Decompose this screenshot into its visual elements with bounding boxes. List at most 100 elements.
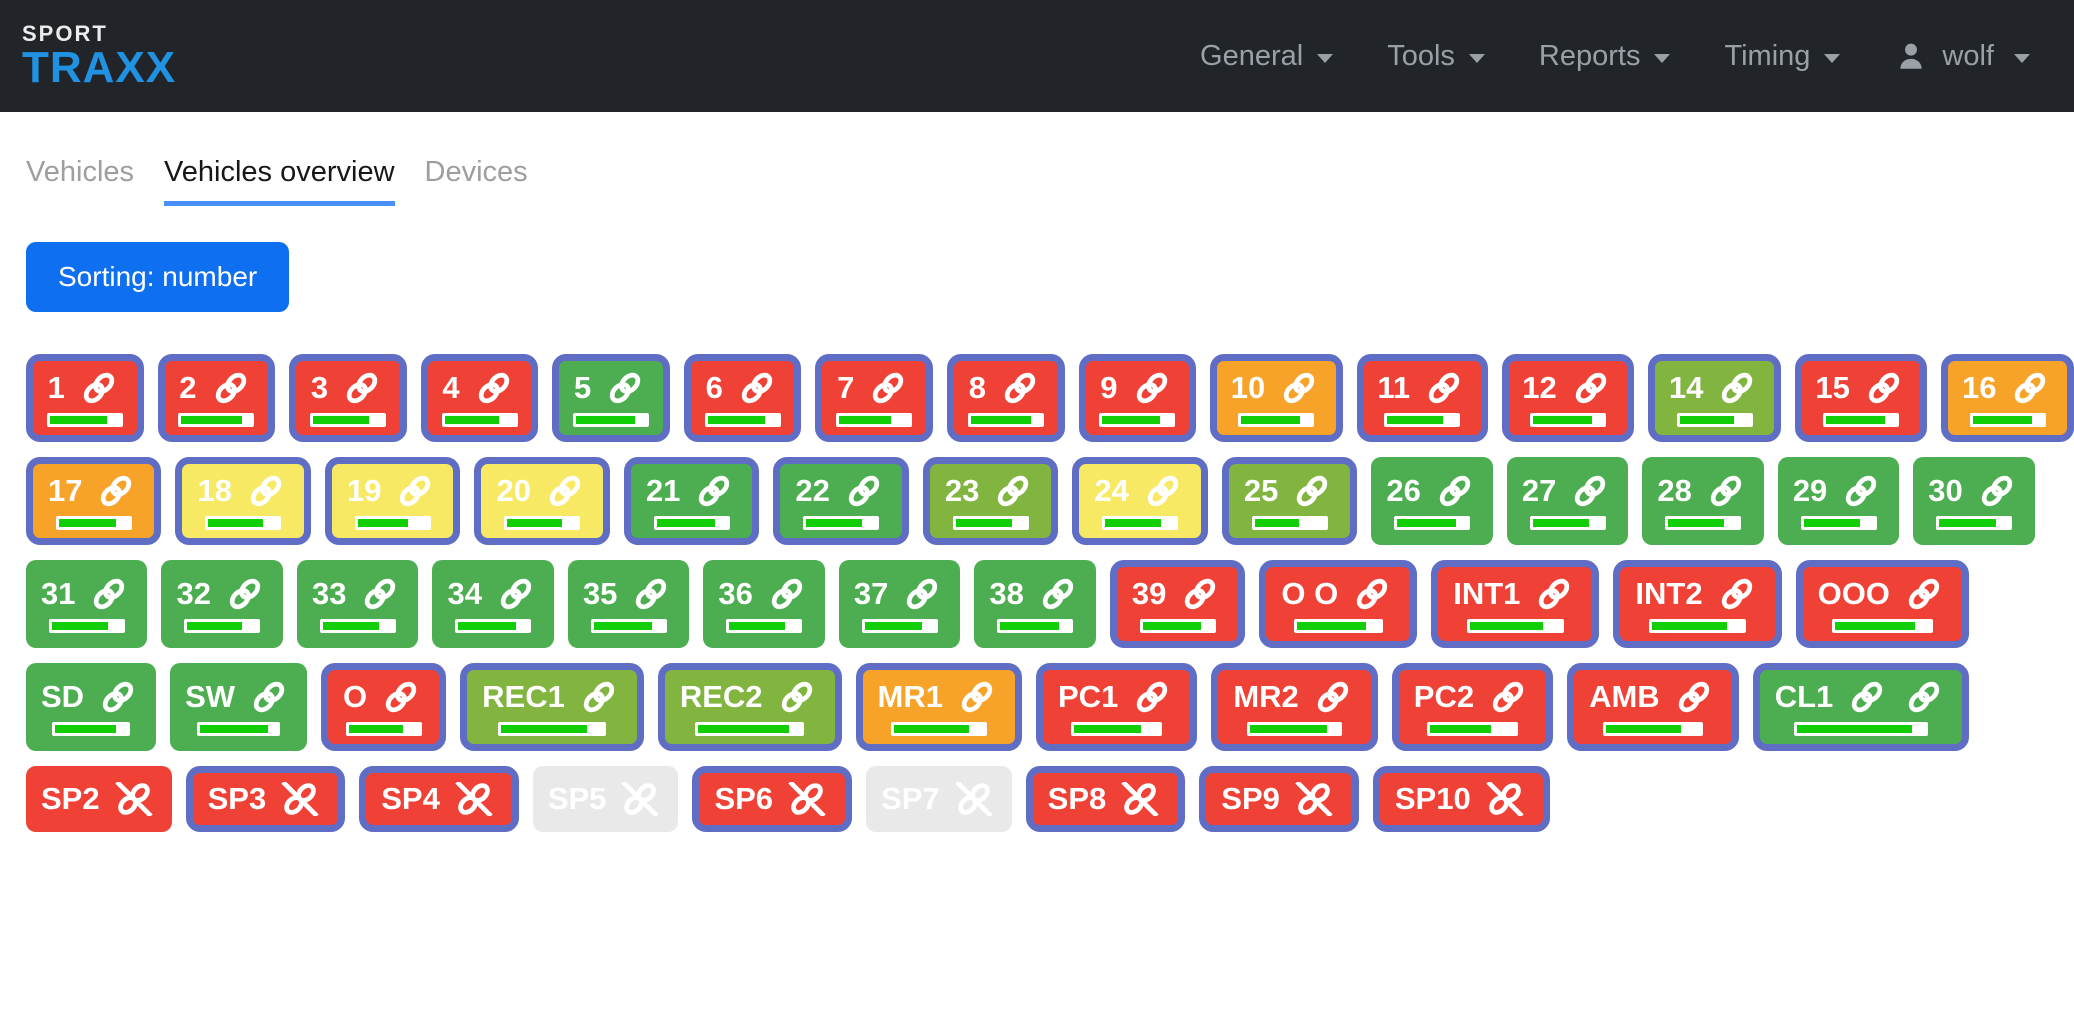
vehicle-tile-28[interactable]: 28 bbox=[1642, 457, 1764, 545]
vehicle-tile-20[interactable]: 20 bbox=[474, 457, 610, 545]
vehicle-tile-36[interactable]: 36 bbox=[703, 560, 825, 648]
vehicle-tile-ooo[interactable]: OOO bbox=[1795, 560, 1969, 648]
vehicle-tile-30[interactable]: 30 bbox=[1913, 457, 2035, 545]
vehicle-label: 18 bbox=[197, 472, 232, 508]
nav-item-tools[interactable]: Tools bbox=[1387, 40, 1485, 73]
vehicle-tile-21[interactable]: 21 bbox=[623, 457, 760, 545]
vehicle-tile-14[interactable]: 14 bbox=[1648, 354, 1781, 442]
vehicle-tile-22[interactable]: 22 bbox=[773, 457, 909, 545]
signal-bar bbox=[1665, 515, 1742, 530]
signal-fill bbox=[1834, 621, 1915, 630]
vehicle-tile-29[interactable]: 29 bbox=[1777, 457, 1900, 545]
vehicle-tile-10[interactable]: 10 bbox=[1210, 354, 1343, 442]
link-slash-icon bbox=[621, 782, 660, 816]
nav-menu: General Tools Reports Timing wolf bbox=[1200, 39, 2030, 73]
signal-fill bbox=[181, 415, 242, 424]
vehicle-tile-o[interactable]: O bbox=[321, 663, 447, 751]
vehicle-tile-32[interactable]: 32 bbox=[161, 560, 283, 648]
vehicle-tile-mr1[interactable]: MR1 bbox=[855, 663, 1022, 751]
vehicle-tile-sp6[interactable]: SP6 bbox=[692, 766, 853, 832]
vehicle-tile-sp8[interactable]: SP8 bbox=[1025, 766, 1186, 832]
user-menu[interactable]: wolf bbox=[1894, 39, 2030, 73]
vehicle-tile-16[interactable]: 16 bbox=[1941, 354, 2074, 442]
vehicle-tile-33[interactable]: 33 bbox=[296, 560, 419, 648]
link-icon bbox=[83, 372, 115, 403]
vehicle-tile-39[interactable]: 39 bbox=[1109, 560, 1246, 648]
vehicle-tile-35[interactable]: 35 bbox=[567, 560, 690, 648]
vehicle-tile-sp2[interactable]: SP2 bbox=[26, 766, 172, 832]
vehicle-tile-sp10[interactable]: SP10 bbox=[1372, 766, 1550, 832]
chevron-down-icon bbox=[1317, 53, 1334, 63]
vehicle-tile-34[interactable]: 34 bbox=[432, 560, 554, 648]
vehicle-tile-2[interactable]: 2 bbox=[157, 354, 276, 442]
vehicle-tile-37[interactable]: 37 bbox=[838, 560, 961, 648]
signal-fill bbox=[707, 415, 766, 424]
nav-item-general[interactable]: General bbox=[1200, 40, 1334, 73]
vehicle-tile-25[interactable]: 25 bbox=[1221, 457, 1358, 545]
vehicle-tile-17[interactable]: 17 bbox=[26, 457, 162, 545]
vehicle-tile-15[interactable]: 15 bbox=[1794, 354, 1928, 442]
vehicle-tile-amb[interactable]: AMB bbox=[1567, 663, 1739, 751]
vehicle-tile-1[interactable]: 1 bbox=[26, 354, 144, 442]
vehicle-tile-12[interactable]: 12 bbox=[1501, 354, 1635, 442]
vehicle-label: 19 bbox=[346, 472, 382, 508]
vehicle-tile-pc1[interactable]: PC1 bbox=[1036, 663, 1198, 751]
tile-header: 33 bbox=[312, 576, 403, 612]
vehicle-tile-int2[interactable]: INT2 bbox=[1613, 560, 1782, 648]
vehicle-label: 33 bbox=[311, 575, 347, 611]
signal-fill bbox=[348, 724, 404, 733]
vehicle-tile-sp9[interactable]: SP9 bbox=[1199, 766, 1359, 832]
vehicle-tile-24[interactable]: 24 bbox=[1072, 457, 1208, 545]
vehicle-label: 20 bbox=[496, 472, 531, 508]
vehicle-tile-sp5[interactable]: SP5 bbox=[532, 766, 679, 832]
vehicle-tile-rec2[interactable]: REC2 bbox=[657, 663, 842, 751]
link-icon bbox=[400, 475, 431, 506]
vehicle-tile-rec1[interactable]: REC1 bbox=[460, 663, 644, 751]
vehicle-tile-4[interactable]: 4 bbox=[420, 354, 539, 442]
link-icon bbox=[102, 681, 134, 712]
vehicle-tile-mr2[interactable]: MR2 bbox=[1211, 663, 1378, 751]
vehicle-tile-23[interactable]: 23 bbox=[922, 457, 1059, 545]
vehicle-tile-sp4[interactable]: SP4 bbox=[359, 766, 519, 832]
link-icon bbox=[873, 372, 904, 403]
nav-item-reports[interactable]: Reports bbox=[1539, 40, 1671, 73]
vehicle-tile-sp7[interactable]: SP7 bbox=[866, 766, 1012, 832]
vehicle-tile-9[interactable]: 9 bbox=[1078, 354, 1197, 442]
vehicle-tile-cl1[interactable]: CL1 bbox=[1752, 663, 1970, 751]
vehicle-tile-sp3[interactable]: SP3 bbox=[185, 766, 346, 832]
tab-devices[interactable]: Devices bbox=[424, 156, 528, 188]
vehicle-tile-pc2[interactable]: PC2 bbox=[1391, 663, 1554, 751]
tab-vehicles-overview[interactable]: Vehicles overview bbox=[164, 156, 395, 206]
link-icon bbox=[583, 681, 615, 712]
signal-fill bbox=[1972, 415, 2032, 424]
vehicle-tile-38[interactable]: 38 bbox=[974, 560, 1096, 648]
vehicle-tile-sw[interactable]: SW bbox=[170, 663, 308, 751]
vehicle-tile-26[interactable]: 26 bbox=[1371, 457, 1493, 545]
vehicle-tile-int1[interactable]: INT1 bbox=[1431, 560, 1600, 648]
vehicle-tile-31[interactable]: 31 bbox=[26, 560, 148, 648]
signal-bar bbox=[695, 721, 805, 736]
tile-header: REC2 bbox=[680, 679, 820, 715]
sorting-button[interactable]: Sorting: number bbox=[26, 242, 290, 312]
signal-fill bbox=[1606, 724, 1681, 733]
vehicle-tile-5[interactable]: 5 bbox=[552, 354, 670, 442]
vehicle-tile-3[interactable]: 3 bbox=[289, 354, 407, 442]
tile-header: 25 bbox=[1244, 473, 1335, 509]
vehicle-label: 27 bbox=[1521, 472, 1557, 508]
vehicle-tile-18[interactable]: 18 bbox=[175, 457, 311, 545]
tile-header: 32 bbox=[176, 576, 267, 612]
vehicle-tile-27[interactable]: 27 bbox=[1506, 457, 1629, 545]
vehicle-tile-7[interactable]: 7 bbox=[815, 354, 934, 442]
vehicle-tile-sd[interactable]: SD bbox=[26, 663, 157, 751]
signal-bar bbox=[1603, 721, 1703, 736]
tab-vehicles[interactable]: Vehicles bbox=[26, 156, 135, 188]
vehicle-tile-19[interactable]: 19 bbox=[324, 457, 461, 545]
tile-header: 19 bbox=[347, 473, 438, 509]
vehicle-tile-11[interactable]: 11 bbox=[1356, 354, 1488, 442]
vehicle-tile-8[interactable]: 8 bbox=[947, 354, 1065, 442]
vehicle-tile-o-o[interactable]: O O bbox=[1259, 560, 1418, 648]
vehicle-tile-6[interactable]: 6 bbox=[683, 354, 802, 442]
signal-bar bbox=[1823, 412, 1900, 427]
tile-header: PC1 bbox=[1058, 679, 1175, 715]
nav-item-timing[interactable]: Timing bbox=[1724, 40, 1841, 73]
